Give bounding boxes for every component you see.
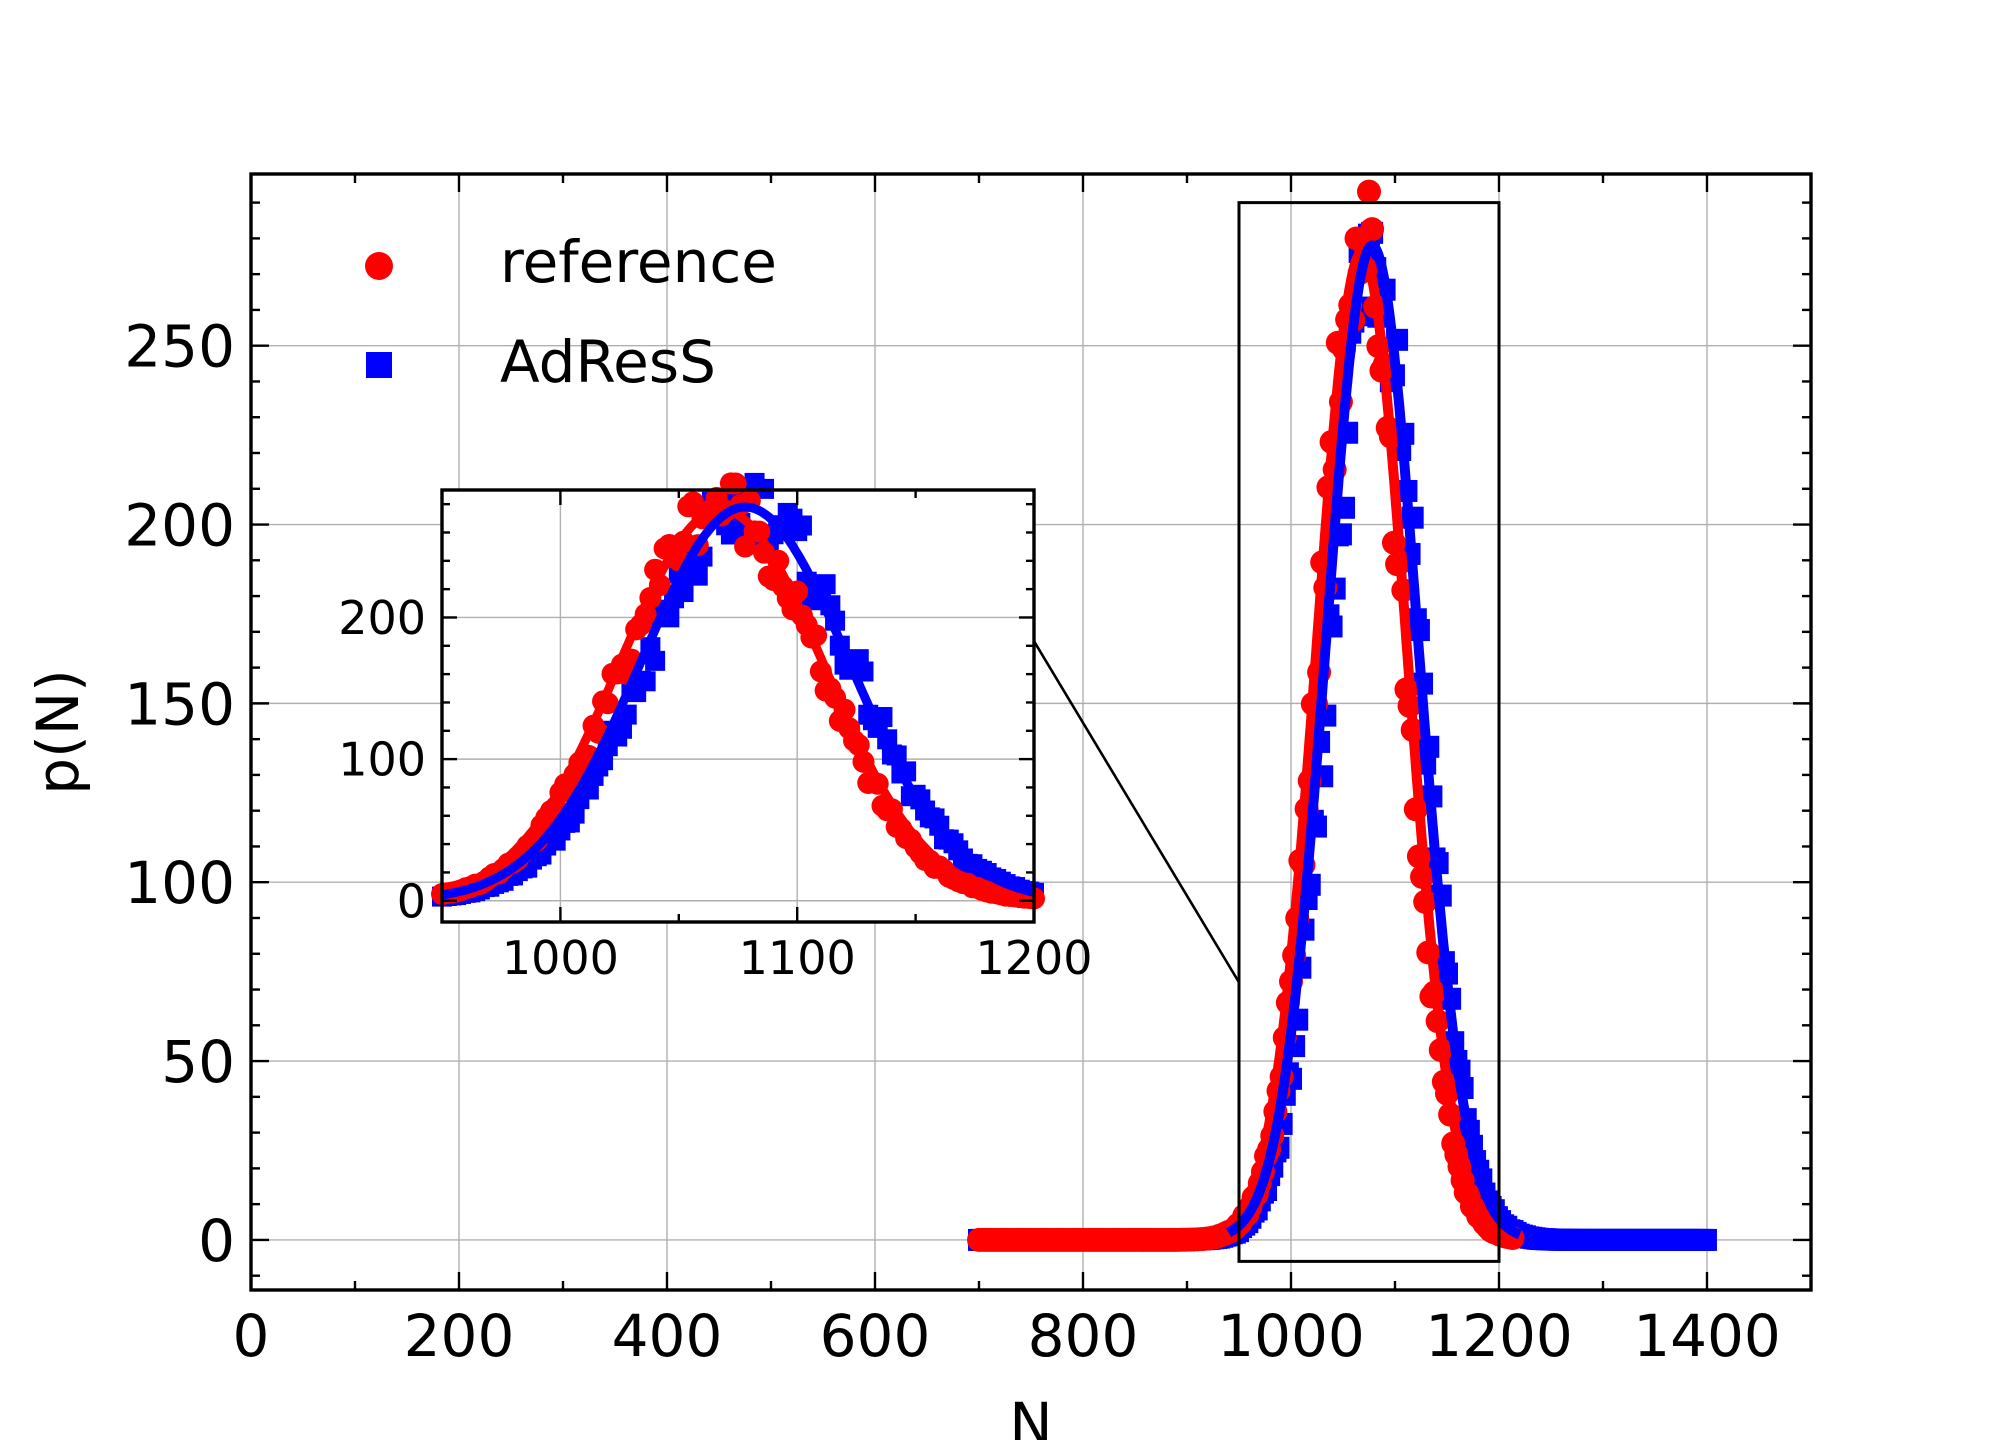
main-ytick-label-50: 50 (161, 1028, 235, 1096)
main-adress-fit-line (1226, 240, 1522, 1240)
main-adress-point (1694, 1228, 1717, 1251)
main-xtick-label-1200: 1200 (1425, 1302, 1573, 1370)
inset-adress-point (687, 565, 708, 586)
inset-ticks: 1000 1100 1200 0 100 200 (338, 490, 1093, 985)
main-xtick-label-1000: 1000 (1217, 1302, 1365, 1370)
inset-adress-point (645, 650, 666, 671)
inset-xtick-label-1200: 1200 (975, 931, 1092, 985)
legend-reference-marker (365, 252, 393, 280)
legend: reference AdResS (365, 228, 777, 396)
inset-reference-fit-line (440, 505, 1035, 902)
main-ytick-label-150: 150 (124, 670, 235, 738)
main-xtick-label-200: 200 (404, 1302, 515, 1370)
main-reference-fit-line (1225, 247, 1521, 1243)
main-series (967, 179, 1717, 1252)
inset-ytick-label-200: 200 (338, 591, 426, 645)
main-reference-point (1357, 179, 1381, 204)
inset-plot-frame (440, 488, 1036, 924)
legend-adress-marker (366, 352, 392, 378)
main-ytick-label-250: 250 (124, 313, 235, 381)
inset-xtick-label-1000: 1000 (502, 931, 619, 985)
main-xtick-label-0: 0 (233, 1302, 270, 1370)
main-ytick-label-0: 0 (198, 1207, 235, 1275)
inset-adress-fit-line (441, 502, 1035, 900)
legend-adress-label: AdResS (500, 328, 716, 396)
main-xtick-label-800: 800 (1028, 1302, 1139, 1370)
inset-reference-point (682, 491, 705, 514)
inset-ytick-label-100: 100 (338, 733, 426, 787)
main-reference-point (1360, 217, 1385, 242)
legend-reference-label: reference (500, 228, 777, 296)
main-xtick-label-1400: 1400 (1633, 1302, 1781, 1370)
inset-adress-point (791, 515, 812, 536)
main-ytick-label-200: 200 (124, 491, 235, 559)
x-axis-label: N (1009, 1390, 1052, 1440)
y-axis-label: p(N) (24, 669, 92, 794)
zoom-region-box (1237, 201, 1501, 1263)
zoom-connector-line (1032, 640, 1241, 984)
inset-series (431, 472, 1045, 910)
inset-ytick-label-0: 0 (397, 874, 426, 928)
inset-xtick-label-1100: 1100 (739, 931, 856, 985)
main-xtick-label-400: 400 (612, 1302, 723, 1370)
main-ytick-label-100: 100 (124, 849, 235, 917)
main-xtick-label-600: 600 (820, 1302, 931, 1370)
inset-adress-point (635, 671, 656, 692)
main-plot-frame (249, 172, 1813, 1292)
